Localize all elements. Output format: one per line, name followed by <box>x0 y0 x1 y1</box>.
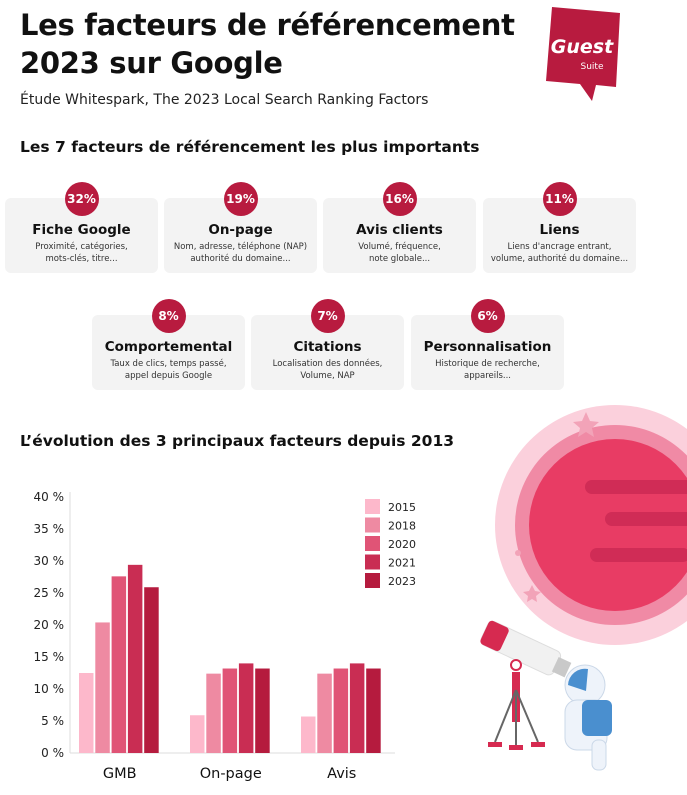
percent-badge: 11% <box>542 182 577 216</box>
factor-description: Liens d'ancrage entrant, volume, authorit… <box>490 242 629 264</box>
percent-badge: 8% <box>151 299 186 333</box>
chart-heading: L’évolution des 3 principaux facteurs de… <box>20 432 455 450</box>
factor-title: Personnalisation <box>423 339 552 355</box>
percent-badge: 32% <box>64 182 99 216</box>
legend-swatch-2018 <box>365 517 380 533</box>
percent-badge: 16% <box>382 182 417 216</box>
factor-description: Localisation des données, Volume, NAP <box>272 359 383 381</box>
factor-title: Liens <box>539 222 580 238</box>
factor-description: Volumé, fréquence, note globale... <box>358 242 441 264</box>
legend-swatch-2021 <box>365 554 380 570</box>
bar-On-page-2021 <box>238 663 254 753</box>
percent-badge: 7% <box>310 299 345 333</box>
factor-description: Proximité, catégories, mots-clés, titre..… <box>35 242 128 264</box>
factor-title: Avis clients <box>356 222 443 238</box>
bar-GMB-2021 <box>127 564 143 753</box>
factor-description: Nom, adresse, téléphone (NAP) authorité d… <box>173 242 308 264</box>
bar-GMB-2018 <box>95 622 110 753</box>
percent-badge: 6% <box>470 299 505 333</box>
bar-On-page-2015 <box>190 715 205 753</box>
svg-text:Suite: Suite <box>581 62 604 72</box>
y-tick-label: 30 % <box>34 554 65 568</box>
star-icon <box>523 585 541 602</box>
y-tick-label: 25 % <box>34 586 65 600</box>
legend-label: 2020 <box>388 538 416 551</box>
y-tick-label: 15 % <box>34 650 65 664</box>
subtitle: Étude Whitespark, The 2023 Local Search … <box>20 92 429 108</box>
y-tick-label: 5 % <box>41 714 64 728</box>
bar-Avis-2023 <box>366 668 381 753</box>
factor-title: Citations <box>293 339 362 355</box>
y-tick-label: 40 % <box>34 490 65 504</box>
factor-card: 8% Comportemental Taux de clics, temps p… <box>92 299 245 390</box>
x-category-label: GMB <box>103 766 137 782</box>
bar-Avis-2021 <box>349 663 365 753</box>
bar-On-page-2023 <box>255 668 270 753</box>
factor-card: 7% Citations Localisation des données, Vo… <box>251 299 404 390</box>
factor-card: 6% Personnalisation Historique de recher… <box>411 299 564 390</box>
x-category-label: On-page <box>200 766 262 782</box>
factor-card: 11% Liens Liens d'ancrage entrant, volume… <box>483 182 636 273</box>
factor-description: Taux de clics, temps passé, appel depuis … <box>110 359 227 381</box>
x-category-label: Avis <box>327 766 356 782</box>
svg-text:Guest: Guest <box>551 36 614 58</box>
bar-Avis-2020 <box>333 668 349 753</box>
telescope-icon <box>480 620 572 678</box>
y-tick-label: 0 % <box>41 746 64 760</box>
factor-title: On-page <box>208 222 273 238</box>
legend-label: 2015 <box>388 501 416 514</box>
y-tick-label: 35 % <box>34 522 65 536</box>
factors-heading: Les 7 facteurs de référencement les plus… <box>20 138 480 156</box>
bar-GMB-2015 <box>79 673 94 753</box>
bar-On-page-2020 <box>222 668 238 753</box>
legend-swatch-2015 <box>365 499 380 514</box>
bar-GMB-2020 <box>111 576 127 753</box>
bar-chart: 0 % 5 % 10 % 15 % 20 % 25 % 30 % 35 % 40 % GMB On-… <box>34 490 417 782</box>
factor-title: Comportemental <box>104 339 233 355</box>
percent-badge: 19% <box>223 182 258 216</box>
factor-card: 19% On-page Nom, adresse, téléphone (NAP… <box>164 182 317 273</box>
y-tick-label: 10 % <box>34 682 65 696</box>
legend-label: 2023 <box>388 575 416 588</box>
factor-title: Fiche Google <box>32 222 131 238</box>
legend-label: 2021 <box>388 557 416 570</box>
legend-label: 2018 <box>388 520 416 533</box>
bar-On-page-2018 <box>206 673 221 753</box>
guest-suite-logo: Guest Suite <box>546 7 620 101</box>
factor-description: Historique de recherche, appareils... <box>435 359 540 381</box>
factor-card: 16% Avis clients Volumé, fréquence, note … <box>323 182 476 273</box>
y-tick-label: 20 % <box>34 618 65 632</box>
legend-swatch-2020 <box>365 536 380 551</box>
astronaut-illustration <box>480 405 687 771</box>
astronaut-icon <box>564 664 612 771</box>
page-title: Les facteurs de référencement 2023 sur G… <box>20 8 515 80</box>
factor-card: 32% Fiche Google Proximité, catégories, m… <box>5 182 158 273</box>
bar-Avis-2018 <box>317 673 332 753</box>
bar-GMB-2023 <box>144 587 159 753</box>
legend-swatch-2023 <box>365 573 380 588</box>
star-icon <box>573 412 599 437</box>
bar-Avis-2015 <box>301 716 316 753</box>
